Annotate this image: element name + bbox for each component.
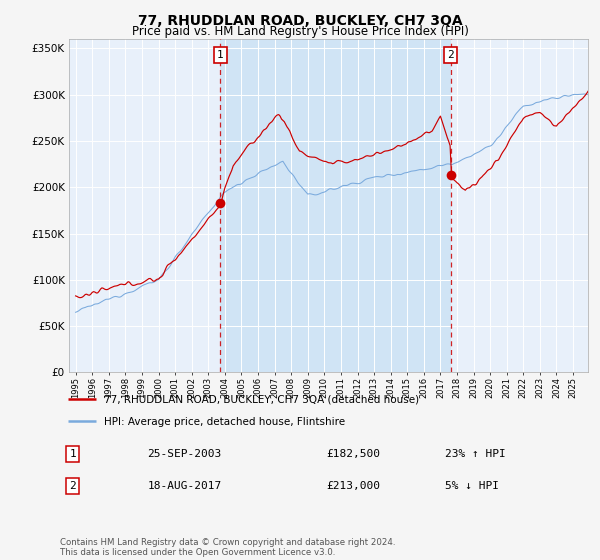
Text: 2: 2 — [448, 50, 454, 60]
Bar — [220, 39, 451, 372]
Text: 5% ↓ HPI: 5% ↓ HPI — [445, 481, 499, 491]
Text: 77, RHUDDLAN ROAD, BUCKLEY, CH7 3QA: 77, RHUDDLAN ROAD, BUCKLEY, CH7 3QA — [137, 14, 463, 28]
Text: 77, RHUDDLAN ROAD, BUCKLEY, CH7 3QA (detached house): 77, RHUDDLAN ROAD, BUCKLEY, CH7 3QA (det… — [104, 395, 419, 405]
Text: 1: 1 — [217, 50, 224, 60]
Text: £213,000: £213,000 — [327, 481, 381, 491]
Text: Contains HM Land Registry data © Crown copyright and database right 2024.
This d: Contains HM Land Registry data © Crown c… — [60, 538, 395, 557]
Text: HPI: Average price, detached house, Flintshire: HPI: Average price, detached house, Flin… — [104, 417, 345, 427]
Text: Price paid vs. HM Land Registry's House Price Index (HPI): Price paid vs. HM Land Registry's House … — [131, 25, 469, 38]
Text: 18-AUG-2017: 18-AUG-2017 — [147, 481, 221, 491]
Text: 25-SEP-2003: 25-SEP-2003 — [147, 449, 221, 459]
Text: 23% ↑ HPI: 23% ↑ HPI — [445, 449, 505, 459]
Text: 1: 1 — [70, 449, 76, 459]
Text: 2: 2 — [70, 481, 76, 491]
Text: £182,500: £182,500 — [327, 449, 381, 459]
